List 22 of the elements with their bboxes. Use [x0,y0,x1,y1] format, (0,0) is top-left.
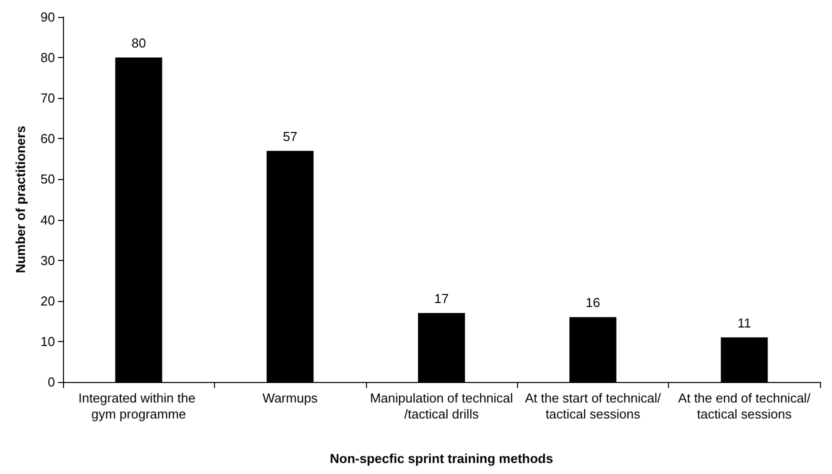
y-tick-label: 10 [40,334,55,349]
x-tick-label: Warmups [262,390,318,406]
data-label: 11 [738,315,752,330]
y-tick-label: 80 [40,50,55,66]
y-tick-label: 50 [40,172,55,187]
y-tick-label: 70 [40,90,55,106]
data-label: 17 [434,291,449,306]
y-tick-label: 40 [40,212,55,228]
y-tick-label: 90 [40,10,55,24]
data-label: 57 [282,128,298,144]
x-tick-label: At the end of technical/tactical sessions [678,390,811,422]
data-label: 16 [586,295,600,310]
y-tick-label: 20 [40,293,55,308]
y-tick-label: 0 [48,374,55,390]
x-tick-label: Manipulation of technical/tactical drills [370,390,514,422]
x-axis-title: Non-specfic sprint training methods [330,451,554,466]
y-tick-label: 60 [40,131,55,146]
x-tick-label: Integrated within the gym programme [78,390,200,422]
x-tick-label: At the start of technical/tactical sessions [524,390,662,422]
y-tick-label: 30 [40,252,55,268]
data-label: 80 [131,36,146,51]
y-axis-title: Number of practitioners [13,126,28,274]
